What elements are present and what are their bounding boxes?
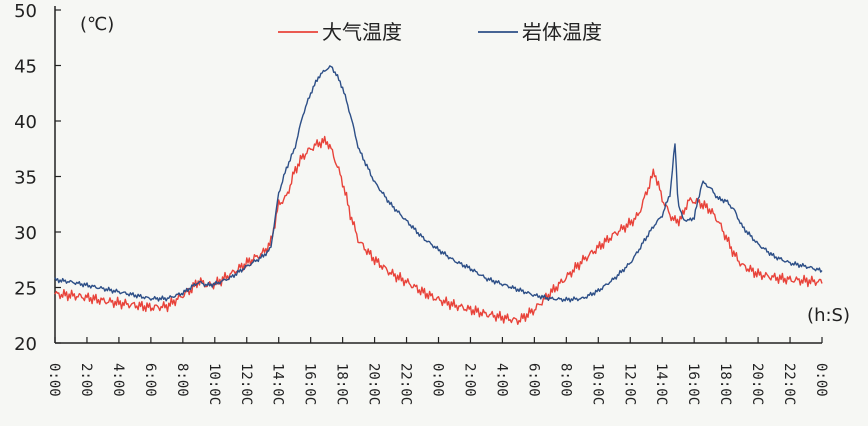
x-tick-label: 12:0C (238, 363, 254, 405)
x-tick-label: 14:0C (270, 363, 286, 405)
x-tick-label: 20:0C (749, 363, 765, 405)
y-axis-ticks: 20 25 30 35 40 45 50 (14, 1, 61, 355)
x-tick-label: 8:00 (557, 363, 573, 397)
x-tick-label: 2:00 (461, 363, 477, 397)
y-tick-label: 30 (14, 223, 37, 244)
x-tick-label: 4:00 (110, 363, 126, 397)
series-line-rock-temperature (54, 65, 823, 303)
y-tick-label: 40 (14, 112, 37, 133)
x-tick-label: 0:00 (430, 363, 446, 397)
x-tick-label: 20:0C (366, 363, 382, 405)
y-tick-label: 35 (14, 168, 37, 189)
y-tick-label: 25 (14, 279, 37, 300)
x-tick-label: 22:0C (398, 363, 414, 405)
x-axis-ticks: 0:00 2:00 4:00 6:00 8:00 10:0C 12:0C 14:0C 16:0C… (46, 337, 829, 405)
y-tick-label: 45 (14, 57, 37, 78)
x-tick-label: 4:00 (493, 363, 509, 397)
y-tick-label: 50 (14, 1, 37, 22)
legend-label-air-temperature: 大气温度 (322, 20, 402, 44)
x-tick-label: 0:00 (813, 363, 829, 397)
x-axis-unit-label: (h:S) (807, 305, 850, 326)
x-tick-label: 22:0C (781, 363, 797, 405)
x-tick-label: 18:0C (334, 363, 350, 405)
x-tick-label: 10:0C (589, 363, 605, 405)
x-tick-label: 16:0C (302, 363, 318, 405)
legend-label-rock-temperature: 岩体温度 (522, 20, 602, 44)
x-tick-label: 12:0C (621, 363, 637, 405)
x-tick-label: 6:00 (525, 363, 541, 397)
chart-legend: 大气温度 岩体温度 (278, 20, 602, 44)
x-tick-label: 16:0C (685, 363, 701, 405)
x-tick-label: 0:00 (46, 363, 62, 397)
y-tick-label: 20 (14, 334, 37, 355)
x-tick-label: 14:0C (653, 363, 669, 405)
x-tick-label: 6:00 (142, 363, 158, 397)
x-tick-label: 10:0C (206, 363, 222, 405)
x-tick-label: 8:00 (174, 363, 190, 397)
series-line-air-temperature (54, 135, 823, 325)
series-layer (54, 65, 823, 325)
x-tick-label: 18:0C (717, 363, 733, 405)
y-axis-unit-label: (℃) (80, 14, 114, 35)
x-tick-label: 2:00 (78, 363, 94, 397)
chart-axes (54, 6, 822, 344)
